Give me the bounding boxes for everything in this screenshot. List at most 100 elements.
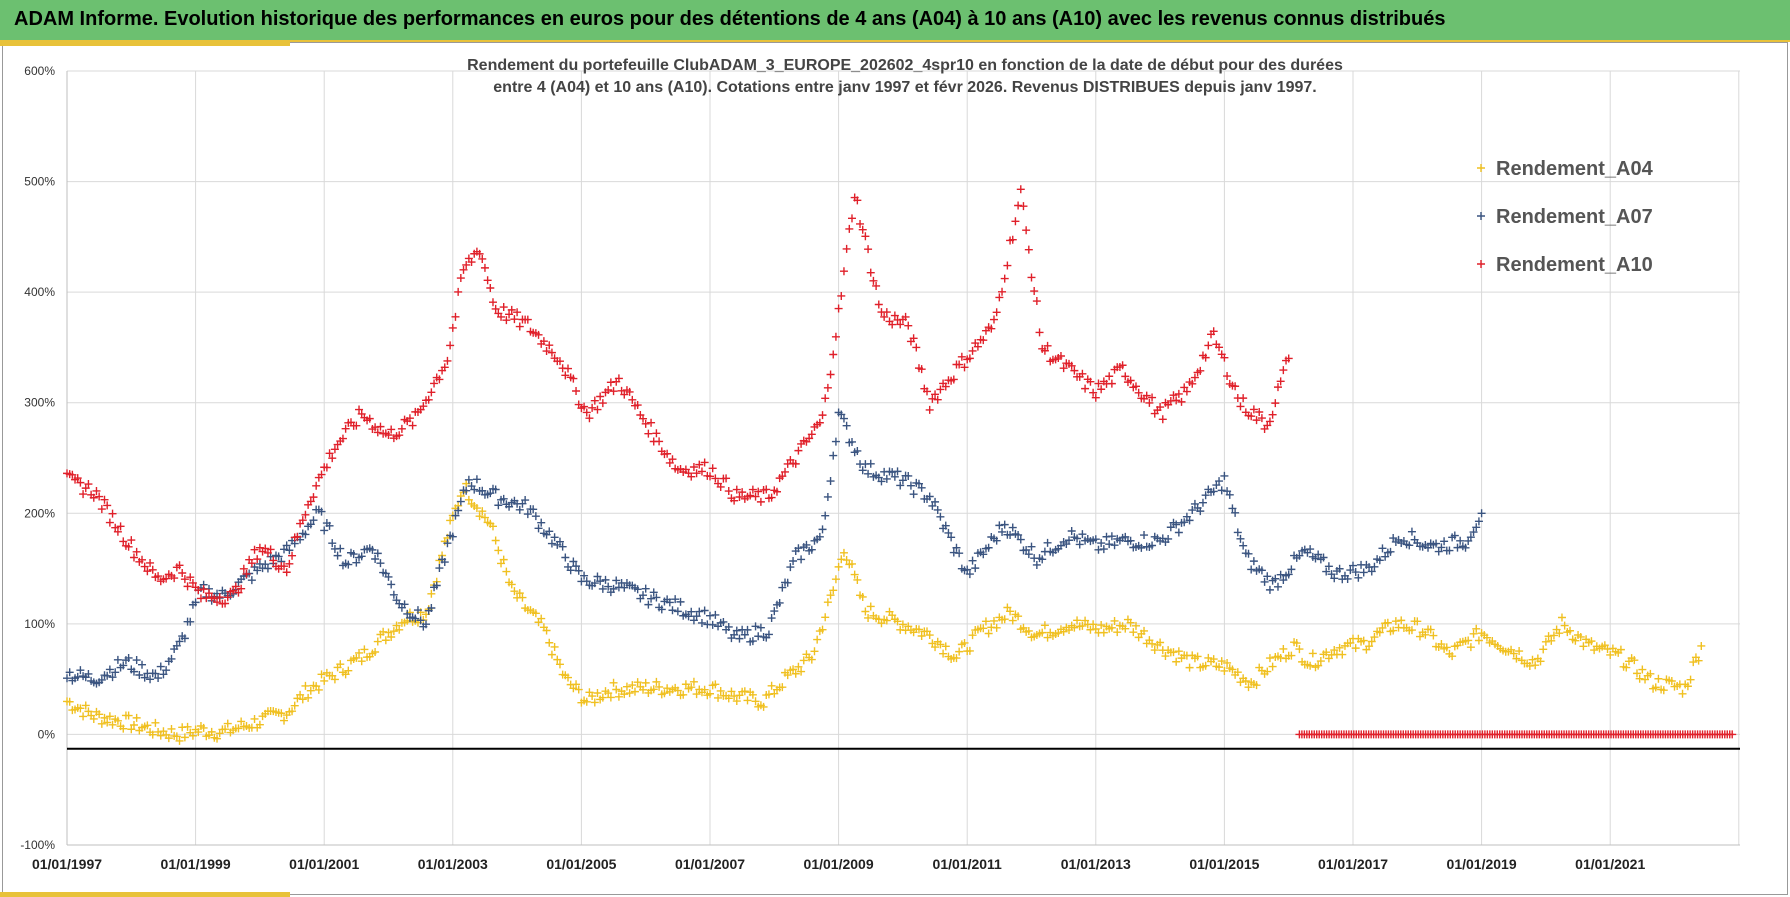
data-point [888, 611, 897, 620]
data-point [547, 539, 556, 548]
data-point [898, 476, 907, 485]
data-point [620, 690, 629, 699]
data-point [202, 594, 211, 603]
data-point [1070, 366, 1079, 375]
data-point [1405, 541, 1414, 550]
data-point [829, 350, 838, 359]
data-point [1215, 477, 1224, 486]
x-tick-label: 01/01/1997 [32, 856, 102, 872]
data-point [443, 539, 452, 548]
data-point [925, 631, 934, 640]
data-point [633, 585, 642, 594]
data-point [285, 546, 294, 555]
data-point [124, 711, 133, 720]
data-point [1335, 564, 1344, 573]
data-point [1140, 531, 1149, 540]
data-point [505, 502, 514, 511]
y-axis-ticks: 600% 500% 400% 300% 200% 100% 0% -100% [20, 64, 55, 852]
data-point [542, 347, 551, 356]
data-point [850, 570, 859, 579]
data-point [1121, 372, 1130, 381]
data-point [534, 524, 543, 533]
data-point [84, 480, 93, 489]
data-point [580, 402, 589, 411]
data-point [124, 653, 133, 662]
data-point [772, 487, 781, 496]
data-point [912, 343, 921, 352]
data-point [277, 709, 286, 718]
data-point [1469, 629, 1478, 638]
data-point [1220, 666, 1229, 675]
data-point [882, 308, 891, 317]
data-point [649, 588, 658, 597]
data-point [1268, 410, 1277, 419]
data-point [1231, 382, 1240, 391]
data-point [296, 690, 305, 699]
data-point [379, 627, 388, 636]
data-point [724, 694, 733, 703]
data-point [381, 636, 390, 645]
data-point [1161, 652, 1170, 661]
data-point [1560, 621, 1569, 630]
data-point [679, 690, 688, 699]
data-point [403, 609, 412, 618]
data-point [1587, 637, 1596, 646]
data-point [456, 274, 465, 283]
data-point [695, 607, 704, 616]
data-point [1482, 633, 1491, 642]
data-point [1330, 646, 1339, 655]
data-point [992, 308, 1001, 317]
data-point [574, 685, 583, 694]
data-point [1338, 650, 1347, 659]
data-point [1067, 526, 1076, 535]
series-Rendement_A04 [63, 479, 1706, 745]
data-point [687, 607, 696, 616]
data-point [1180, 383, 1189, 392]
data-point [1442, 643, 1451, 652]
data-point [1541, 637, 1550, 646]
data-point [588, 403, 597, 412]
data-point [1059, 627, 1068, 636]
data-point [1107, 532, 1116, 541]
data-point [1094, 545, 1103, 554]
data-point [317, 470, 326, 479]
data-point [936, 640, 945, 649]
data-point [129, 553, 138, 562]
header-bar: ADAM Informe. Evolution historique des p… [0, 0, 1790, 42]
data-point [1273, 582, 1282, 591]
data-point [904, 321, 913, 330]
data-point [97, 505, 106, 514]
data-point [1220, 353, 1229, 362]
data-point [1549, 631, 1558, 640]
data-point [1040, 346, 1049, 355]
data-point [306, 686, 315, 695]
data-point [743, 625, 752, 634]
data-point [1413, 617, 1422, 626]
data-point [756, 497, 765, 506]
data-point [839, 414, 848, 423]
data-point [400, 600, 409, 609]
data-point [722, 474, 731, 483]
data-point [448, 532, 457, 541]
data-point [767, 493, 776, 502]
data-point [180, 634, 189, 643]
data-point [612, 576, 621, 585]
data-point [320, 526, 329, 535]
data-point [1078, 530, 1087, 539]
data-point [960, 638, 969, 647]
data-point [952, 654, 961, 663]
data-point [1131, 382, 1140, 391]
data-point [931, 643, 940, 652]
accent-bar-bottom [0, 892, 290, 897]
data-point [293, 532, 302, 541]
data-point [1263, 667, 1272, 676]
data-point [180, 575, 189, 584]
data-point [572, 386, 581, 395]
data-point [336, 544, 345, 553]
data-point [376, 422, 385, 431]
data-point [389, 627, 398, 636]
data-point [1014, 612, 1023, 621]
data-point [1370, 562, 1379, 571]
data-point [1354, 573, 1363, 582]
data-point [1094, 379, 1103, 388]
